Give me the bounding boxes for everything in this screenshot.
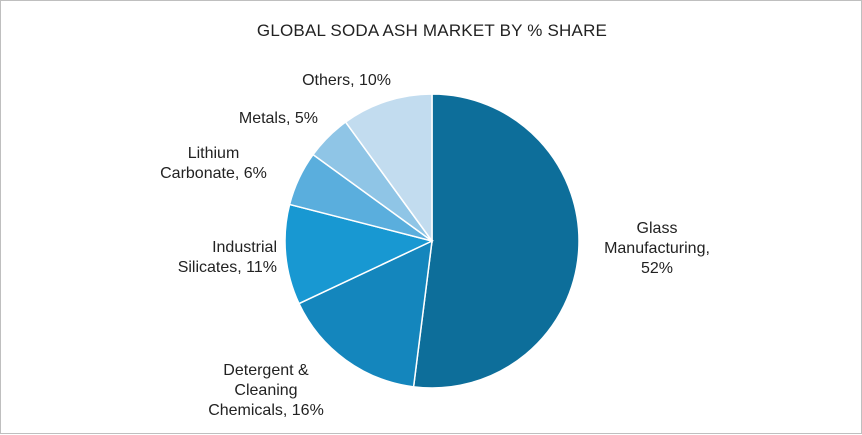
- slice-label-industrial-silicates: Industrial Silicates, 11%: [177, 239, 277, 276]
- pie-slice-detergent-cleaning: [297, 239, 433, 388]
- slice-label-metals: Metals, 5%: [238, 110, 318, 127]
- slice-label-glass-manufacturing: Glass Manufacturing, 52%: [604, 220, 710, 277]
- slice-label-detergent-cleaning: Detergent & Cleaning Chemicals, 16%: [208, 362, 324, 419]
- slice-label-lithium-carbonate: Lithium Carbonate, 6%: [160, 145, 267, 182]
- chart-title: GLOBAL SODA ASH MARKET BY % SHARE: [256, 21, 608, 40]
- slice-label-others: Others, 10%: [302, 72, 391, 89]
- pie-slice-others: [344, 93, 433, 244]
- pie-slice-glass-manufacturing: [412, 93, 580, 389]
- pie-slice-industrial-silicates: [284, 203, 435, 305]
